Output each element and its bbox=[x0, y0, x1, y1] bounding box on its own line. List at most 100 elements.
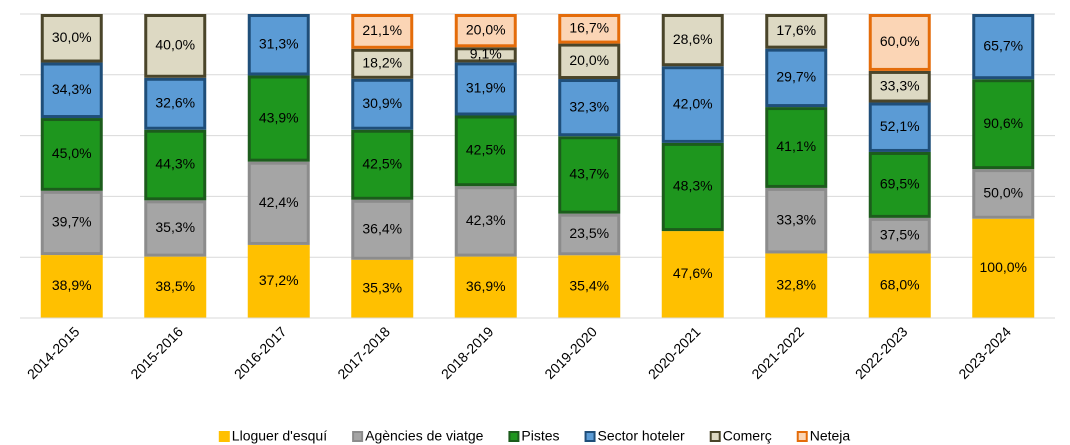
bar-segment bbox=[972, 79, 1035, 170]
data-label: 33,3% bbox=[776, 211, 816, 227]
data-label: 41,1% bbox=[776, 138, 816, 154]
data-label: 43,9% bbox=[259, 109, 299, 125]
legend-label: Pistes bbox=[521, 428, 559, 444]
data-label: 39,7% bbox=[52, 214, 92, 230]
bar-segment bbox=[351, 48, 414, 79]
x-tick-label: 2023-2024 bbox=[955, 323, 1014, 382]
data-label: 31,3% bbox=[259, 35, 299, 51]
bar-segment bbox=[454, 14, 517, 48]
data-label: 16,7% bbox=[569, 19, 609, 35]
x-tick-label: 2022-2023 bbox=[852, 323, 911, 382]
bar-segment bbox=[558, 136, 621, 214]
bar-segment bbox=[765, 187, 828, 254]
bar-segment bbox=[351, 14, 414, 49]
bar-segment bbox=[247, 161, 310, 245]
bar-segment bbox=[558, 213, 621, 256]
data-label: 69,5% bbox=[880, 176, 920, 192]
data-label: 34,3% bbox=[52, 81, 92, 97]
legend: Lloguer d'esquí Agències de viatge Pistes S… bbox=[218, 428, 851, 444]
bar-segment bbox=[868, 217, 931, 254]
legend-swatch bbox=[709, 431, 721, 442]
bar-segment bbox=[144, 256, 207, 319]
legend-swatch bbox=[796, 431, 808, 442]
bar-segment bbox=[868, 253, 931, 319]
legend-swatch bbox=[584, 431, 596, 442]
bar-segment bbox=[40, 14, 103, 63]
data-label: 33,3% bbox=[880, 77, 920, 93]
bar-segment bbox=[558, 79, 621, 137]
legend-label: Neteja bbox=[810, 428, 851, 444]
x-tick-label: 2020-2021 bbox=[645, 323, 704, 382]
bar-segment bbox=[144, 200, 207, 257]
legend-label: Comerç bbox=[723, 428, 772, 444]
data-label: 36,4% bbox=[362, 221, 402, 237]
data-label: 40,0% bbox=[155, 37, 195, 53]
bar-segment bbox=[144, 77, 207, 130]
data-label: 48,3% bbox=[673, 178, 713, 194]
data-label: 35,3% bbox=[155, 219, 195, 235]
data-label: 42,3% bbox=[466, 212, 506, 228]
bar-segment bbox=[454, 115, 517, 187]
data-label: 30,9% bbox=[362, 95, 402, 111]
data-label: 30,0% bbox=[52, 29, 92, 45]
x-tick-label: 2019-2020 bbox=[541, 323, 600, 382]
data-label: 21,1% bbox=[362, 22, 402, 38]
legend-swatch bbox=[508, 431, 520, 442]
bar-segment bbox=[247, 244, 310, 318]
bar-segment bbox=[558, 43, 621, 80]
data-label: 31,9% bbox=[466, 80, 506, 96]
x-tick-label: 2015-2016 bbox=[127, 323, 186, 382]
x-tick-label: 2018-2019 bbox=[438, 323, 497, 382]
data-label: 32,8% bbox=[776, 276, 816, 292]
bar-segment bbox=[351, 129, 414, 200]
bar-segment bbox=[868, 70, 931, 103]
bar-segment bbox=[868, 14, 931, 71]
bar-segment bbox=[247, 14, 310, 76]
data-label: 42,0% bbox=[673, 95, 713, 111]
x-tick-label: 2021-2022 bbox=[748, 323, 807, 382]
bar-segment bbox=[661, 142, 724, 232]
bar-segment bbox=[972, 14, 1035, 80]
x-tick-label: 2014-2015 bbox=[24, 323, 83, 382]
data-label: 20,0% bbox=[466, 21, 506, 37]
legend-swatch bbox=[218, 431, 230, 442]
bar-segment bbox=[351, 199, 414, 260]
data-label: 23,5% bbox=[569, 225, 609, 241]
data-label: 50,0% bbox=[983, 185, 1023, 201]
data-label: 68,0% bbox=[880, 276, 920, 292]
data-label: 42,5% bbox=[466, 142, 506, 158]
bar-segment bbox=[454, 47, 517, 63]
bar-segment bbox=[558, 255, 621, 318]
bar-segment bbox=[454, 186, 517, 257]
data-label: 38,5% bbox=[155, 278, 195, 294]
data-label: 42,4% bbox=[259, 194, 299, 210]
data-label: 9,1% bbox=[470, 46, 502, 62]
bar-segment bbox=[661, 14, 724, 67]
bar-segment bbox=[558, 14, 621, 44]
bar-segment bbox=[40, 255, 103, 318]
data-label: 35,3% bbox=[362, 280, 402, 296]
bar-segment bbox=[765, 107, 828, 188]
bar-segment bbox=[972, 218, 1035, 318]
data-label: 29,7% bbox=[776, 69, 816, 85]
legend-label: Lloguer d'esquí bbox=[232, 428, 327, 444]
bar-segment bbox=[40, 190, 103, 256]
data-label: 65,7% bbox=[983, 37, 1023, 53]
data-label: 45,0% bbox=[52, 145, 92, 161]
legend-label: Sector hoteler bbox=[598, 428, 685, 444]
data-label: 35,4% bbox=[569, 277, 609, 293]
data-label: 47,6% bbox=[673, 265, 713, 281]
bar-segment bbox=[351, 78, 414, 130]
x-tick-label: 2016-2017 bbox=[231, 323, 290, 382]
data-label: 37,2% bbox=[259, 272, 299, 288]
bar-segment bbox=[765, 48, 828, 108]
bar-segment bbox=[765, 253, 828, 318]
data-label: 60,0% bbox=[880, 33, 920, 49]
bar-segment bbox=[454, 256, 517, 318]
data-label: 90,6% bbox=[983, 115, 1023, 131]
data-label: 38,9% bbox=[52, 277, 92, 293]
data-label: 20,0% bbox=[569, 52, 609, 68]
bar-segment bbox=[247, 75, 310, 162]
data-label: 52,1% bbox=[880, 118, 920, 134]
